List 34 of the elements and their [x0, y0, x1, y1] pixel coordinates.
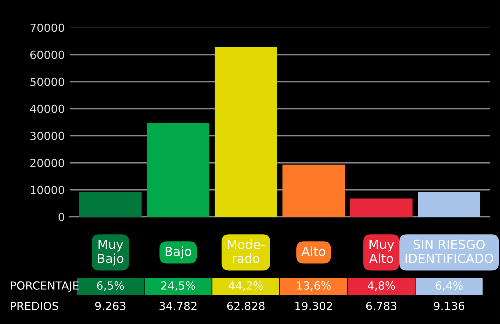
- bar: [214, 47, 278, 218]
- data-label: 34.782: [160, 302, 197, 310]
- y-tick-label: 50000: [30, 78, 64, 86]
- bar: [79, 192, 142, 218]
- bar: [147, 123, 210, 218]
- data-label: 62.828: [227, 302, 265, 310]
- x-tick-label: Alto: [302, 246, 326, 256]
- data-label: 9.136: [434, 302, 465, 310]
- text: 6,4%: [436, 282, 463, 292]
- text: 4,8%: [368, 282, 396, 292]
- y-tick-label: 0: [58, 213, 64, 222]
- text: PORCENTAJE: [11, 282, 79, 292]
- y-tick-label: 10000: [31, 186, 64, 194]
- bar: [418, 192, 481, 218]
- y-tick-label: 20000: [30, 158, 64, 168]
- text: PREDIOS: [11, 302, 58, 310]
- bar: [282, 164, 346, 218]
- x-tick-label: Muy Bajo: [98, 240, 124, 266]
- text: 13,6%: [297, 282, 331, 292]
- x-tick-label: Muy Alto: [369, 240, 394, 264]
- x-tick-label: Bajo: [166, 246, 192, 259]
- data-label: 9.263: [95, 302, 126, 310]
- data-label: 6.783: [366, 302, 397, 310]
- y-tick-label: 60000: [30, 50, 64, 60]
- y-tick-label: 40000: [30, 104, 64, 114]
- data-label: 19.302: [296, 302, 332, 310]
- bar: [350, 198, 413, 218]
- x-tick-label: SIN RIESGO IDENTIFICADO: [406, 240, 494, 264]
- text: 6,5%: [97, 282, 124, 292]
- text: 44,2%: [229, 282, 264, 292]
- x-tick-label: Mode- rado: [228, 240, 265, 264]
- y-tick-label: 70000: [30, 24, 64, 32]
- text: 24,5%: [162, 282, 196, 292]
- y-tick-label: 30000: [30, 132, 64, 140]
